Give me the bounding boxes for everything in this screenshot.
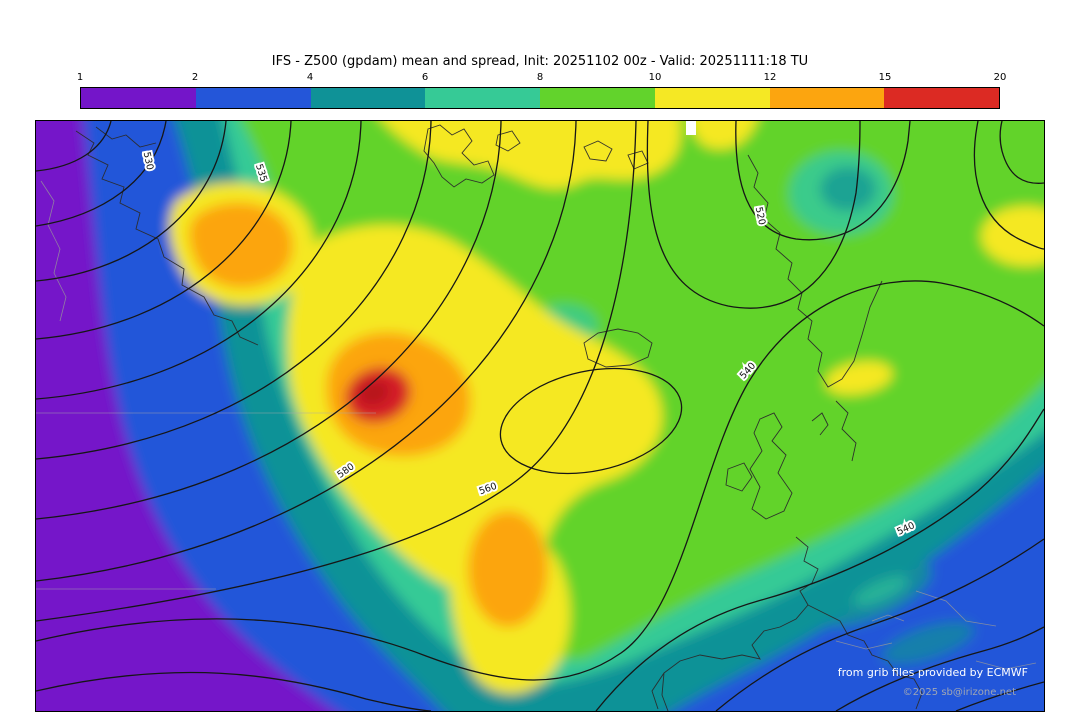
colorbar-tick-12: 12 — [763, 72, 777, 83]
colorbar-segment-4 — [425, 88, 540, 108]
map-gap-artifact — [686, 121, 696, 135]
colorbar-segment-1 — [81, 88, 196, 108]
colorbar-segment-7 — [769, 88, 885, 108]
colorbar-segment-2 — [195, 88, 311, 108]
coastlines — [75, 124, 923, 711]
graticule — [36, 412, 376, 590]
country-borders — [40, 180, 1037, 670]
credit-copyright: ©2025 sb@irizone.net — [902, 687, 1016, 698]
colorbar-segment-8 — [884, 88, 999, 108]
colorbar-segment-5 — [540, 88, 655, 108]
colorbar — [80, 87, 1000, 109]
colorbar-tick-4: 4 — [306, 72, 314, 83]
colorbar-segment-6 — [654, 88, 770, 108]
colorbar-tick-1: 1 — [76, 72, 84, 83]
figure-title: IFS - Z500 (gpdam) mean and spread, Init… — [271, 54, 809, 69]
colorbar-tick-15: 15 — [878, 72, 892, 83]
colorbar-tick-8: 8 — [536, 72, 544, 83]
credit-ecmwf: from grib files provided by ECMWF — [837, 666, 1028, 679]
colorbar-segment-3 — [310, 88, 426, 108]
map-panel: 530 535 580 560 540 520 540 from grib files pr… — [35, 120, 1045, 712]
colorbar-tick-6: 6 — [421, 72, 429, 83]
colorbar-tick-10: 10 — [648, 72, 662, 83]
colorbar-tick-2: 2 — [191, 72, 199, 83]
colorbar-tick-20: 20 — [993, 72, 1007, 83]
z500-contours — [36, 121, 1044, 711]
colorbar-tick-labels: 1 2 4 6 8 10 12 15 20 — [76, 72, 1007, 84]
